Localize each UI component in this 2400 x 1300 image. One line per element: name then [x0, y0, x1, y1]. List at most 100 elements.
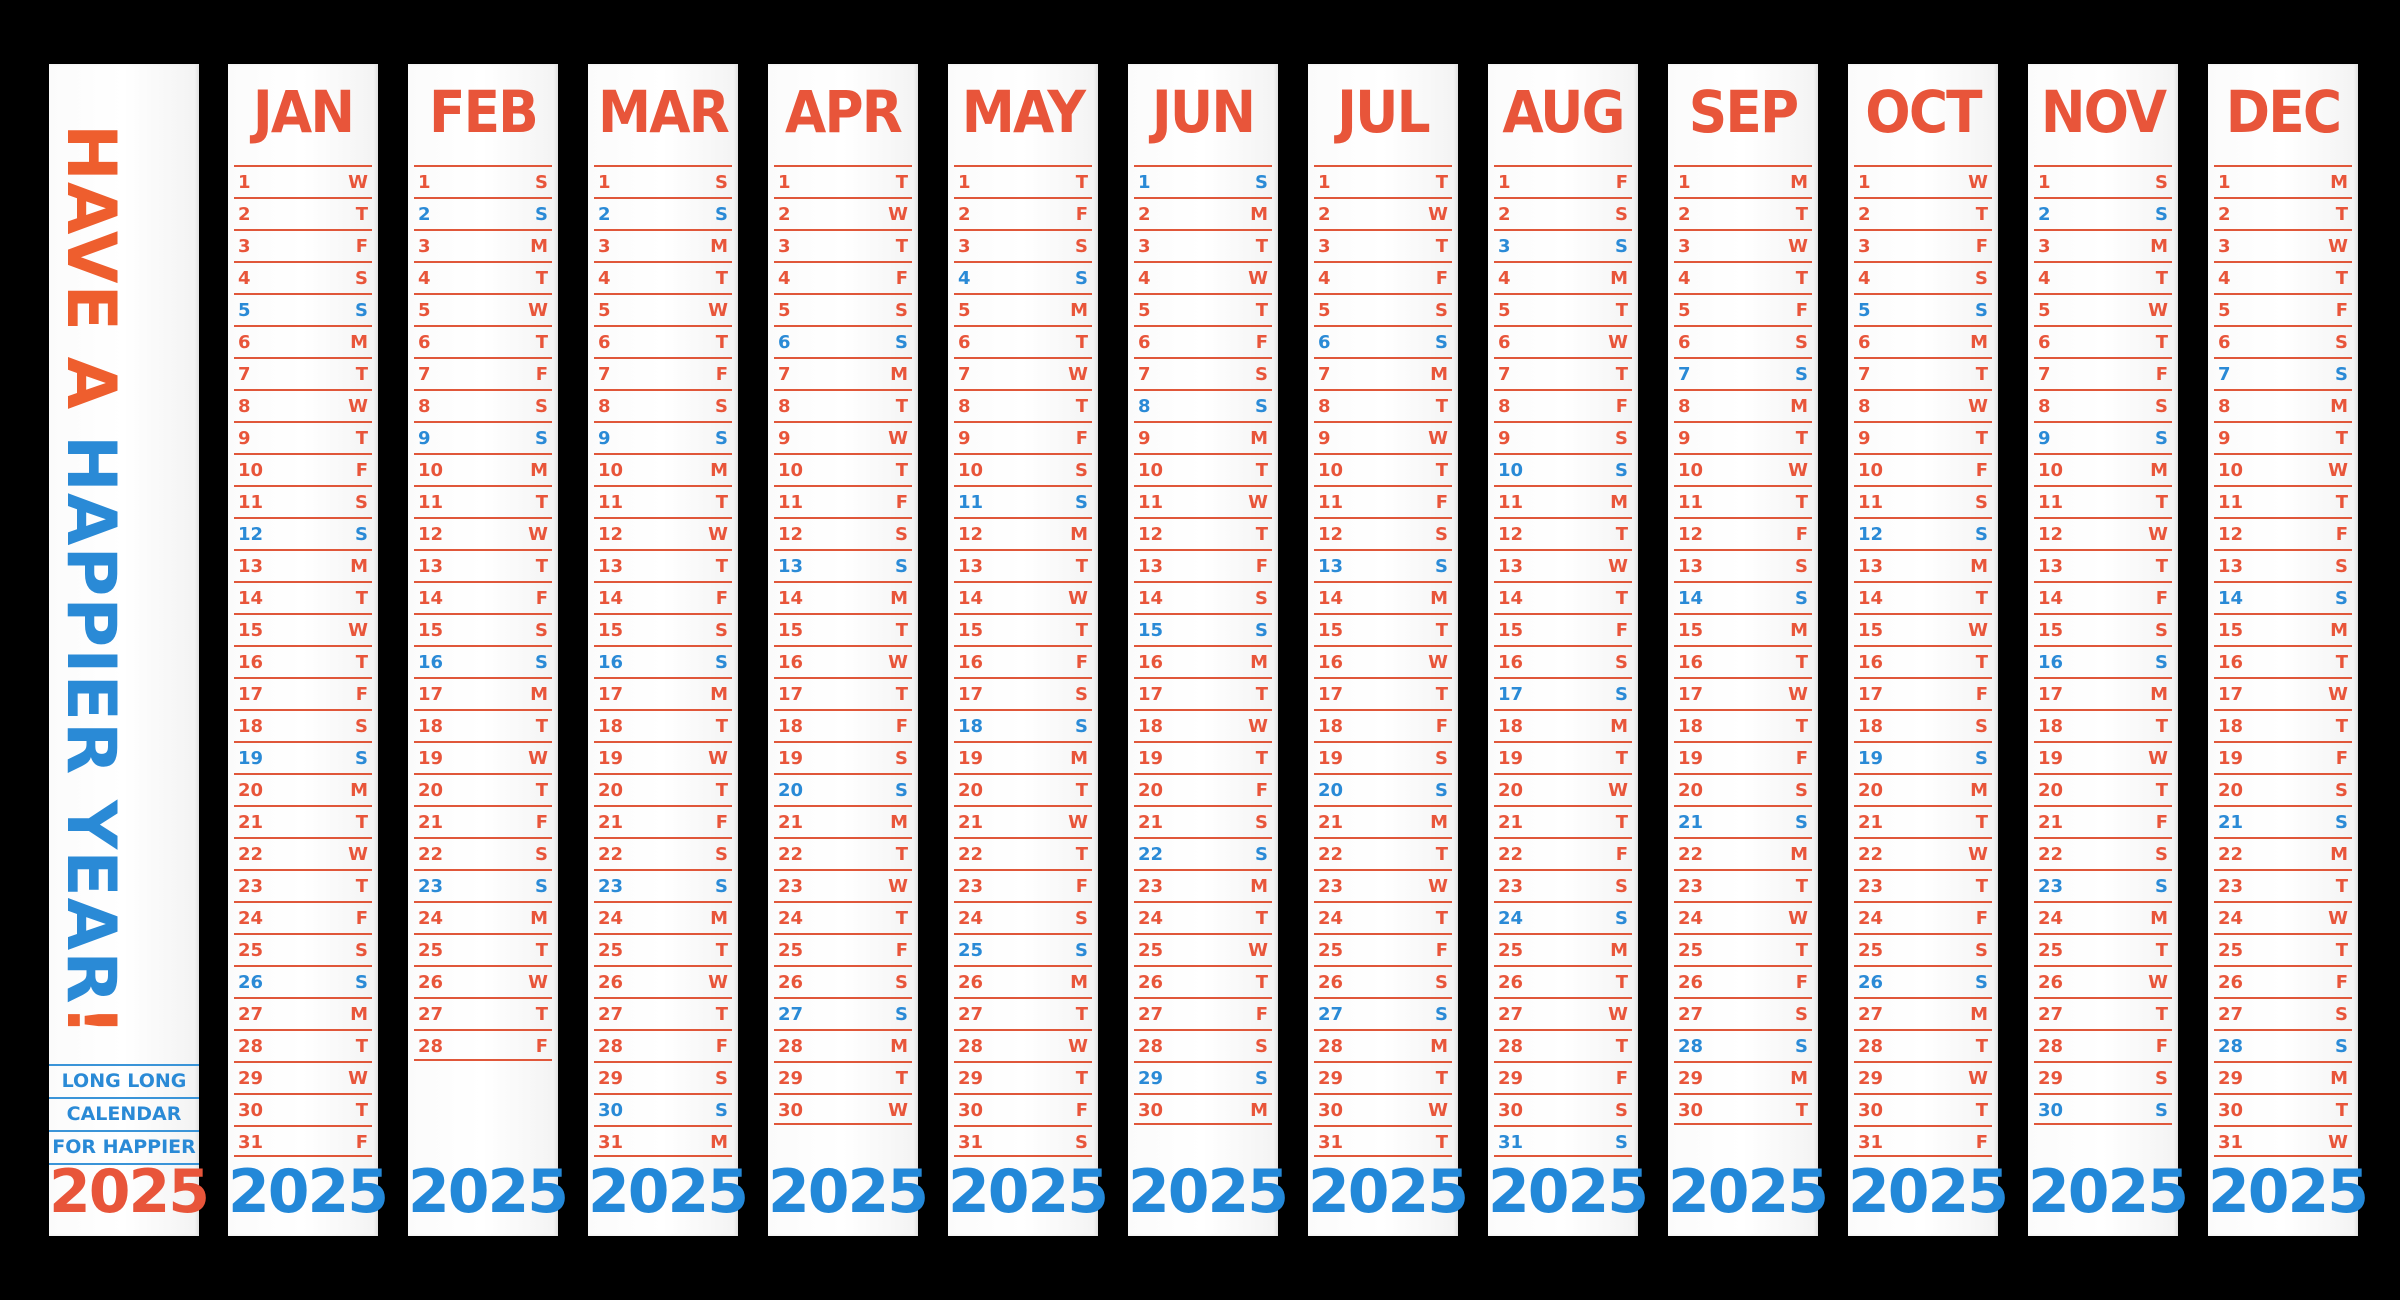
- day-number: 26: [238, 972, 264, 993]
- day-number: 25: [1678, 940, 1704, 961]
- day-row: 26 T: [1134, 965, 1272, 997]
- weekday-letter: S: [1615, 236, 1628, 257]
- day-row: 18 S: [234, 709, 372, 741]
- day-number: 31: [1498, 1132, 1524, 1153]
- day-number: 13: [778, 556, 804, 577]
- weekday-letter: S: [1075, 684, 1088, 705]
- month-name: JAN: [252, 78, 355, 146]
- weekday-letter: T: [2335, 876, 2348, 897]
- day-row: 28 S: [2214, 1029, 2352, 1061]
- day-number: 30: [1498, 1100, 1524, 1121]
- weekday-letter: S: [2155, 172, 2168, 193]
- day-number: 22: [958, 844, 984, 865]
- weekday-letter: W: [1608, 556, 1628, 577]
- day-number: 14: [1318, 588, 1344, 609]
- weekday-letter: T: [2155, 492, 2168, 513]
- weekday-letter: W: [2328, 460, 2348, 481]
- day-row: 14 S: [1674, 581, 1812, 613]
- day-number: 14: [2038, 588, 2064, 609]
- weekday-letter: S: [1615, 460, 1628, 481]
- day-list: 1 S 2 S 3 M 4 T 5 W 6 T 7 F 8 S 9 S 10 M 11 T 12 W 13 T 14 F 15 S 16 S 1…: [2034, 165, 2172, 1125]
- day-number: 7: [1318, 364, 1331, 385]
- weekday-letter: T: [895, 396, 908, 417]
- weekday-letter: S: [895, 300, 908, 321]
- day-row: 10 T: [774, 453, 912, 485]
- day-row: 19 S: [1854, 741, 1992, 773]
- day-number: 29: [238, 1068, 264, 1089]
- day-number: 8: [2218, 396, 2231, 417]
- day-row: 24 T: [1314, 901, 1452, 933]
- weekday-letter: M: [1250, 876, 1268, 897]
- weekday-letter: W: [1428, 1100, 1448, 1121]
- day-row: 20 S: [774, 773, 912, 805]
- day-number: 21: [958, 812, 984, 833]
- weekday-letter: T: [2155, 940, 2168, 961]
- day-number: 30: [778, 1100, 804, 1121]
- weekday-letter: F: [1795, 300, 1808, 321]
- weekday-letter: T: [1795, 428, 1808, 449]
- day-row: 25 S: [234, 933, 372, 965]
- day-number: 27: [1678, 1004, 1704, 1025]
- weekday-letter: M: [890, 588, 908, 609]
- day-number: 17: [418, 684, 444, 705]
- day-number: 12: [958, 524, 984, 545]
- weekday-letter: W: [1608, 332, 1628, 353]
- weekday-letter: S: [1255, 396, 1268, 417]
- day-row: 30 T: [2214, 1093, 2352, 1125]
- day-row: 16 W: [774, 645, 912, 677]
- day-row: 29 S: [1134, 1061, 1272, 1093]
- day-list: 1 S 2 M 3 T 4 W 5 T 6 F 7 S 8 S 9 M 10 T 11 W 12 T 13 F 14 S 15 S 16 M 1…: [1134, 165, 1272, 1125]
- day-row: 17 T: [1314, 677, 1452, 709]
- day-number: 3: [2218, 236, 2231, 257]
- day-number: 24: [598, 908, 624, 929]
- day-row: 18 M: [1494, 709, 1632, 741]
- title-part-3: !: [51, 1004, 130, 1037]
- day-number: 15: [1498, 620, 1524, 641]
- day-number: 11: [1138, 492, 1164, 513]
- day-number: 19: [1138, 748, 1164, 769]
- day-number: 6: [2218, 332, 2231, 353]
- day-row: 22 M: [1674, 837, 1812, 869]
- day-row: 11 T: [1674, 485, 1812, 517]
- weekday-letter: T: [1615, 812, 1628, 833]
- weekday-letter: S: [1075, 908, 1088, 929]
- day-number: 19: [418, 748, 444, 769]
- day-number: 18: [1678, 716, 1704, 737]
- weekday-letter: S: [355, 748, 368, 769]
- title-year: 2025: [49, 1157, 210, 1227]
- weekday-letter: T: [2155, 268, 2168, 289]
- day-row: 16 T: [1854, 645, 1992, 677]
- day-number: 22: [2218, 844, 2244, 865]
- day-number: 15: [778, 620, 804, 641]
- day-row: 24 W: [1674, 901, 1812, 933]
- weekday-letter: S: [535, 844, 548, 865]
- day-number: 21: [238, 812, 264, 833]
- month-name: APR: [785, 78, 903, 146]
- weekday-letter: W: [708, 300, 728, 321]
- weekday-letter: T: [895, 684, 908, 705]
- weekday-letter: S: [1075, 1132, 1088, 1153]
- day-number: 27: [1318, 1004, 1344, 1025]
- day-number: 10: [418, 460, 444, 481]
- day-number: 3: [1138, 236, 1151, 257]
- day-row: 29 T: [954, 1061, 1092, 1093]
- weekday-letter: W: [1968, 1068, 1988, 1089]
- day-number: 5: [958, 300, 971, 321]
- day-row: 26 S: [234, 965, 372, 997]
- day-number: 7: [418, 364, 431, 385]
- weekday-letter: W: [708, 524, 728, 545]
- month-year: 2025: [1848, 1157, 2009, 1227]
- weekday-letter: T: [355, 876, 368, 897]
- day-row: 12 F: [1674, 517, 1812, 549]
- weekday-letter: F: [1075, 428, 1088, 449]
- day-row: 22 S: [2034, 837, 2172, 869]
- weekday-letter: S: [2335, 1004, 2348, 1025]
- day-number: 20: [2218, 780, 2244, 801]
